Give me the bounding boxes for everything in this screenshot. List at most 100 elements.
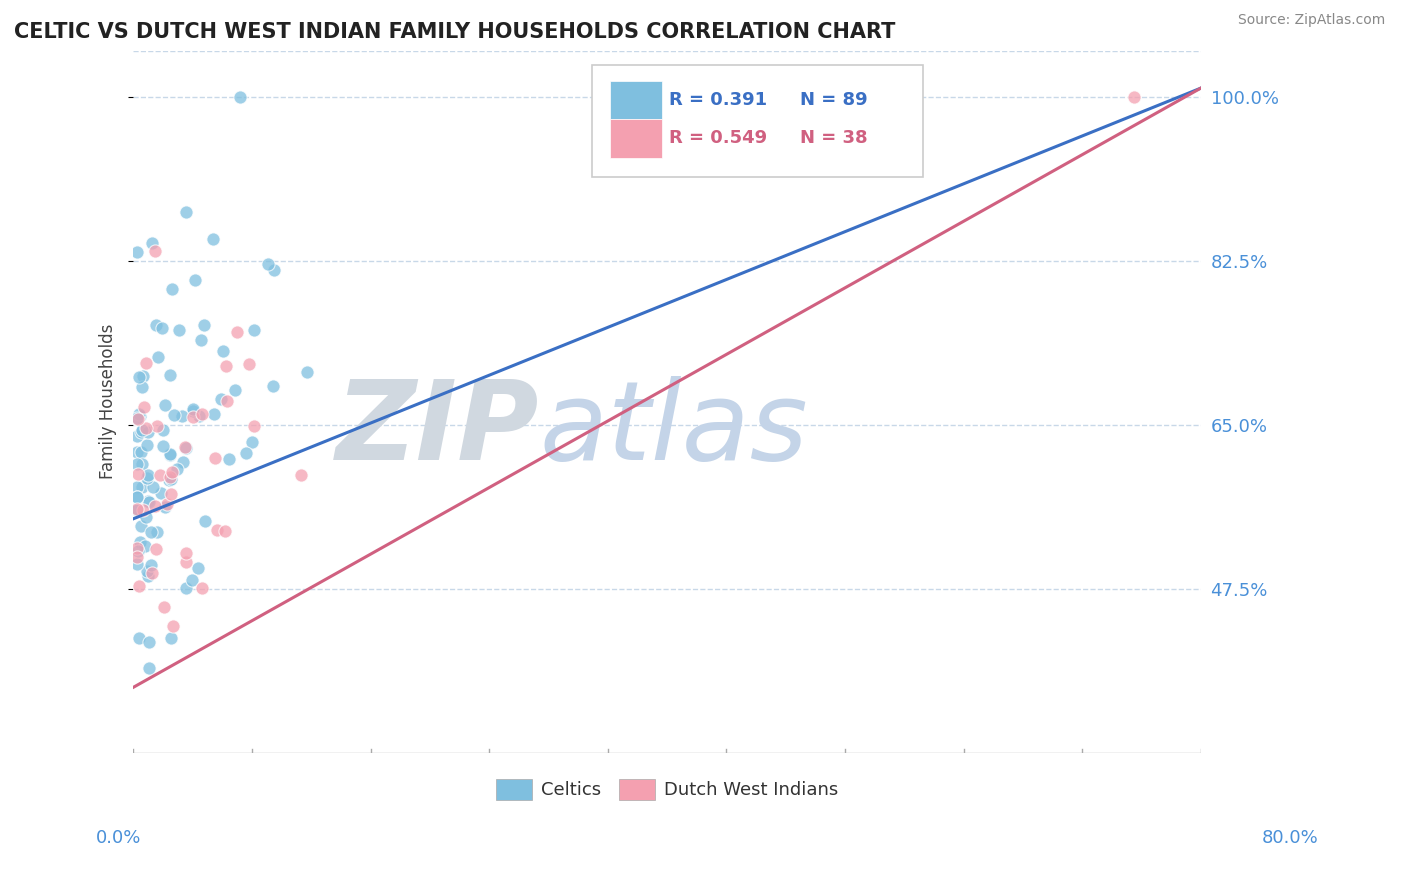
Legend: Celtics, Dutch West Indians: Celtics, Dutch West Indians xyxy=(488,772,845,807)
Point xyxy=(290,467,312,482)
Point xyxy=(174,440,197,454)
Point xyxy=(127,490,149,504)
Point xyxy=(162,618,184,632)
Point xyxy=(134,539,156,553)
Point xyxy=(193,318,215,332)
FancyBboxPatch shape xyxy=(592,65,924,178)
Point xyxy=(127,480,149,494)
Point xyxy=(128,407,150,421)
Text: 80.0%: 80.0% xyxy=(1263,829,1319,847)
Text: Source: ZipAtlas.com: Source: ZipAtlas.com xyxy=(1237,13,1385,28)
Point xyxy=(212,344,235,359)
Point xyxy=(129,518,152,533)
Point xyxy=(135,421,157,435)
Point xyxy=(153,398,176,412)
Point xyxy=(214,524,236,538)
Point xyxy=(127,467,149,482)
Point xyxy=(181,573,204,587)
Point xyxy=(127,444,149,458)
Point xyxy=(159,471,181,485)
Point xyxy=(174,205,197,219)
Point xyxy=(150,321,173,335)
Point xyxy=(169,323,191,337)
Point xyxy=(136,468,159,483)
Y-axis label: Family Households: Family Households xyxy=(100,324,117,480)
Point xyxy=(191,407,214,421)
Point xyxy=(127,245,149,260)
Point xyxy=(181,401,204,416)
Point xyxy=(215,394,238,409)
Point xyxy=(127,491,149,505)
Point xyxy=(153,500,176,515)
Point xyxy=(128,632,150,646)
Point xyxy=(135,510,157,524)
Point xyxy=(135,471,157,485)
Point xyxy=(127,412,149,426)
Point xyxy=(127,429,149,443)
Text: ZIP: ZIP xyxy=(336,376,538,483)
Point xyxy=(160,487,183,501)
Point xyxy=(257,257,280,271)
Point xyxy=(127,543,149,558)
Point xyxy=(204,450,226,465)
Point xyxy=(243,418,266,433)
Point xyxy=(243,323,266,337)
Point xyxy=(145,318,167,332)
Point xyxy=(141,236,163,251)
Point xyxy=(225,325,247,339)
Point xyxy=(295,365,318,379)
Point xyxy=(152,423,174,437)
Point xyxy=(162,282,184,296)
Point xyxy=(138,635,160,649)
Text: N = 38: N = 38 xyxy=(800,129,868,147)
Point xyxy=(238,357,260,371)
Text: R = 0.549: R = 0.549 xyxy=(669,129,768,147)
Point xyxy=(159,446,181,460)
Point xyxy=(229,90,252,104)
Point xyxy=(127,549,149,564)
Point xyxy=(205,523,228,537)
Point xyxy=(134,400,156,414)
Point xyxy=(143,244,166,258)
Point xyxy=(129,535,152,549)
Point xyxy=(215,359,238,373)
Point xyxy=(145,524,167,539)
Point xyxy=(127,558,149,572)
Point xyxy=(187,560,209,574)
Point xyxy=(127,411,149,425)
Point xyxy=(143,500,166,514)
Point xyxy=(218,452,240,467)
Point xyxy=(141,566,163,580)
Point xyxy=(149,486,172,500)
Point xyxy=(136,564,159,578)
Point xyxy=(129,409,152,424)
Point xyxy=(262,378,284,392)
Point xyxy=(136,425,159,439)
Point xyxy=(135,356,157,370)
Point xyxy=(184,273,207,287)
Point xyxy=(136,438,159,452)
Point xyxy=(131,445,153,459)
Point xyxy=(156,496,179,510)
Point xyxy=(127,501,149,516)
FancyBboxPatch shape xyxy=(610,80,662,120)
Point xyxy=(145,541,167,556)
Point xyxy=(209,392,232,406)
Point xyxy=(160,632,183,646)
Point xyxy=(152,439,174,453)
Point xyxy=(127,502,149,516)
Point xyxy=(146,351,169,365)
Point xyxy=(131,457,153,471)
Point xyxy=(174,441,197,455)
Point xyxy=(159,368,181,383)
Point xyxy=(132,502,155,516)
Point xyxy=(127,503,149,517)
Point xyxy=(201,232,224,246)
Point xyxy=(174,546,197,560)
Point xyxy=(145,418,167,433)
Point xyxy=(152,600,174,615)
Point xyxy=(263,263,285,277)
FancyBboxPatch shape xyxy=(610,120,662,158)
Point xyxy=(181,410,204,425)
Point xyxy=(131,425,153,439)
